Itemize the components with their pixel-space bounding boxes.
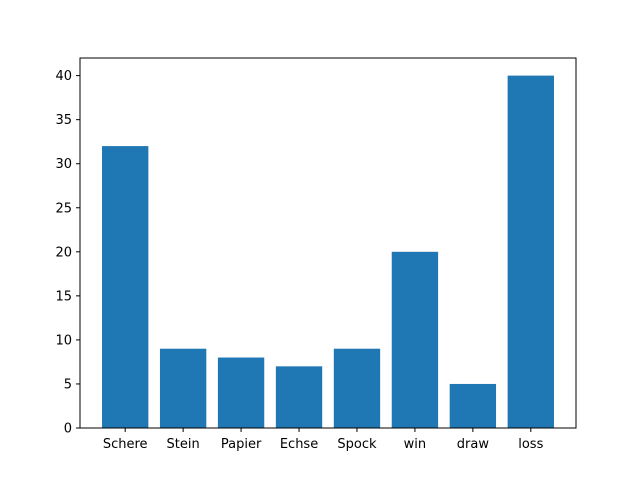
bar-schere [102,146,149,428]
y-tick-label: 25 [55,201,72,216]
y-tick-label: 20 [55,245,72,260]
x-tick-label: Spock [337,437,377,452]
y-tick-label: 5 [64,377,72,392]
x-tick-label: Papier [221,437,262,452]
x-tick-label: draw [457,437,490,452]
bar-spock [333,348,381,428]
x-tick-label: win [404,437,426,452]
y-tick-label: 15 [55,289,72,304]
x-tick-label: Stein [167,437,200,452]
bar-win [391,251,439,428]
x-tick-label: Echse [280,437,318,452]
x-axis: Schere Stein Papier Echse Spock win draw loss [103,428,544,452]
x-tick-label: loss [518,437,543,452]
y-tick-label: 35 [55,113,72,128]
y-tick-label: 10 [55,333,72,348]
y-tick-label: 0 [64,422,72,437]
bar-stein [159,348,207,428]
bar-loss [507,75,554,428]
y-axis: 0 5 10 15 20 25 30 35 40 [55,69,80,437]
plot-frame [79,57,577,429]
bar-draw [449,383,497,428]
x-tick-label: Schere [103,437,148,452]
y-tick-label: 30 [55,157,72,172]
bars-group [102,75,554,428]
bar-papier [217,357,265,428]
y-tick-label: 40 [55,69,72,84]
bar-echse [275,366,323,428]
